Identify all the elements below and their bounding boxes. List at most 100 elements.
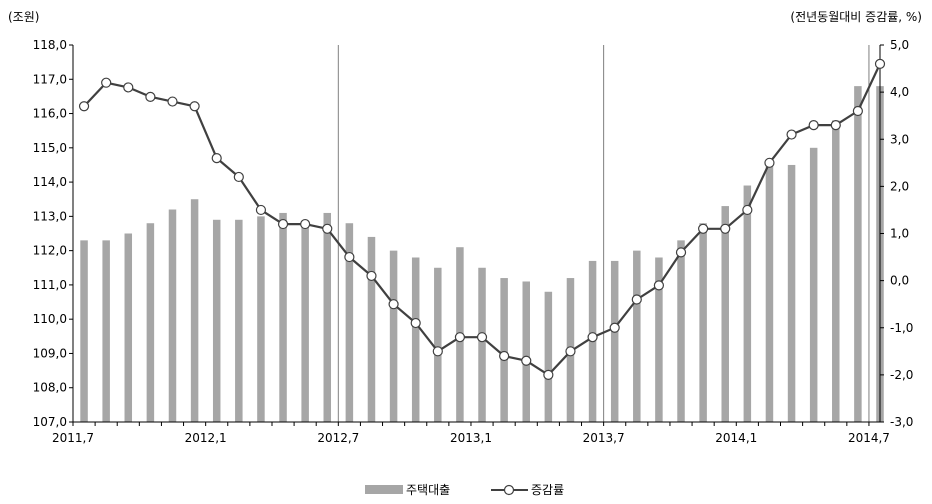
legend-bar-swatch (365, 485, 403, 494)
point-2013.9 (653, 280, 665, 291)
point-2012.12 (454, 332, 466, 343)
point-2014.6 (852, 105, 863, 117)
bar-2013.8 (633, 250, 641, 422)
right-axis-tick-label: 5,0 (890, 38, 909, 52)
right-axis-tick-label: 2,0 (890, 179, 909, 193)
bar-2012.11 (434, 267, 442, 422)
point-2013.1 (476, 332, 488, 343)
bar-2013.7 (610, 260, 619, 422)
point-2012.1 (211, 153, 222, 164)
right-axis-tick-label: 0,0 (890, 274, 909, 288)
bar-2014.2 (765, 161, 774, 422)
point-2014.4 (808, 120, 819, 131)
point-2013.7 (609, 322, 620, 333)
x-axis-tick-label: 2013,1 (450, 431, 492, 445)
right-axis-tick-label: -1,0 (890, 321, 913, 335)
left-axis-tick-label: 113,0 (33, 209, 67, 223)
point-2014.7 (874, 58, 886, 69)
vertical-divider-lines (337, 45, 870, 422)
axes (69, 44, 884, 426)
left-axis-tick-label: 109,0 (33, 346, 67, 360)
legend-bar-label: 주택대출 (406, 483, 450, 497)
bar-2012.10 (411, 257, 420, 422)
bar-2012.3 (257, 216, 265, 422)
point-2011.12 (189, 101, 200, 112)
point-2011.11 (167, 96, 178, 107)
right-axis-tick-label: 3,0 (890, 132, 909, 146)
bar-2012.2 (235, 219, 243, 422)
bar-2011.11 (168, 209, 177, 422)
tick-labels: 107,0 108,0 109,0 110,0 111,0 112,0 113,0 114,0… (33, 38, 914, 445)
point-2013.10 (675, 247, 687, 258)
point-2012.8 (366, 270, 377, 282)
bar-2014.1 (743, 185, 752, 422)
right-axis-tick-label: 1,0 (890, 227, 909, 241)
right-axis-tick-label: -3,0 (890, 415, 913, 429)
x-axis-tick-label: 2012,1 (185, 431, 227, 445)
point-2012.10 (410, 317, 421, 329)
left-axis-tick-label: 118,0 (33, 38, 67, 52)
left-axis-unit: (조원) (8, 10, 39, 24)
point-2013.3 (521, 355, 532, 366)
bar-2013.11 (699, 223, 707, 422)
bar-2012.8 (367, 236, 376, 422)
left-axis-tick-label: 114,0 (33, 175, 67, 189)
left-axis-tick-label: 107,0 (33, 415, 67, 429)
point-2014.1 (742, 204, 753, 216)
bar-2012.5 (301, 223, 309, 422)
point-2012.6 (322, 223, 333, 234)
bar-2013.10 (677, 240, 685, 422)
right-axis-tick-label: 4,0 (890, 85, 909, 99)
point-2013.4 (543, 369, 554, 380)
x-axis-tick-label: 2014,7 (848, 431, 890, 445)
point-2013.2 (499, 350, 510, 362)
bar-2011.10 (146, 223, 155, 422)
legend: 주택대출 증감률 (365, 483, 564, 497)
point-2011.8 (101, 77, 112, 88)
x-axis-tick-label: 2011,7 (52, 431, 94, 445)
bar-2013.2 (500, 278, 508, 422)
bar-2012.6 (323, 212, 332, 422)
point-2012.3 (255, 204, 267, 216)
point-2012.11 (432, 346, 443, 357)
bar-2012.9 (389, 250, 398, 422)
point-2012.5 (300, 218, 311, 230)
bar-2012.7 (345, 223, 354, 422)
point-2013.5 (565, 346, 576, 357)
bar-2014.5 (832, 120, 840, 423)
point-2011.10 (145, 91, 156, 102)
point-2012.7 (344, 251, 355, 263)
legend-line-marker (503, 484, 515, 496)
bar-2014.6 (854, 86, 862, 423)
point-2013.8 (631, 294, 642, 305)
point-2013.12 (720, 223, 731, 234)
point-2012.9 (388, 299, 399, 310)
bar-2011.7 (80, 240, 88, 422)
point-2013.11 (698, 223, 709, 234)
left-axis-tick-label: 117,0 (33, 72, 67, 86)
bar-2011.9 (124, 233, 133, 422)
right-axis-unit: (전년동월대비 증감률, %) (790, 10, 922, 24)
bar-2011.12 (190, 199, 199, 422)
left-axis-tick-label: 110,0 (33, 312, 67, 326)
x-axis-tick-label: 2014,1 (715, 431, 757, 445)
point-2013.6 (587, 332, 598, 343)
bar-2011.8 (102, 240, 110, 422)
bar-2012.4 (279, 212, 287, 422)
point-2014.5 (830, 120, 841, 131)
right-axis-tick-label: -2,0 (890, 368, 913, 382)
left-axis-tick-label: 116,0 (33, 107, 67, 121)
x-axis-tick-label: 2013,7 (583, 431, 625, 445)
bar-2013.9 (655, 257, 663, 422)
growth-rate-line (78, 58, 886, 380)
point-2012.4 (277, 218, 289, 230)
x-axis-tick-label: 2012,7 (317, 431, 359, 445)
point-2011.7 (78, 101, 90, 112)
bar-2013.12 (721, 206, 729, 422)
left-axis-tick-label: 108,0 (33, 381, 67, 395)
left-axis-tick-label: 111,0 (33, 278, 67, 292)
left-axis-tick-label: 112,0 (33, 244, 67, 258)
bar-2014.3 (787, 164, 796, 423)
point-2014.2 (764, 157, 775, 168)
